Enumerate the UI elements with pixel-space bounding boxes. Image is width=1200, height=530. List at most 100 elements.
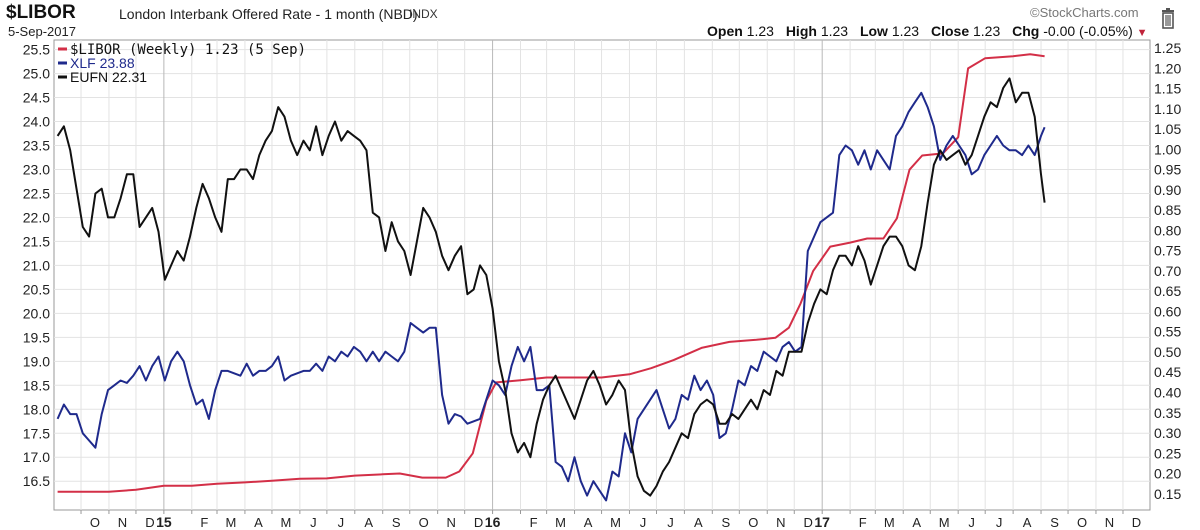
x-tick-label: J <box>996 515 1003 530</box>
left-tick-label: 24.0 <box>23 114 50 130</box>
right-tick-label: 0.35 <box>1154 405 1181 421</box>
x-tick-label: N <box>1105 515 1114 530</box>
libor-series-line <box>57 53 1045 493</box>
x-tick-label: S <box>392 515 401 530</box>
x-tick-label: 17 <box>814 514 830 530</box>
left-tick-label: 24.5 <box>23 90 50 106</box>
x-tick-label: J <box>968 515 975 530</box>
x-tick-label: 16 <box>485 514 501 530</box>
open-value: 1.23 <box>746 23 774 39</box>
right-tick-label: 0.40 <box>1154 385 1181 401</box>
eufn-series-line <box>56 77 1046 497</box>
right-tick-label: 0.25 <box>1154 445 1181 461</box>
x-tick-label: N <box>776 515 785 530</box>
right-tick-label: 0.20 <box>1154 466 1181 482</box>
x-tick-label: M <box>280 515 291 530</box>
chg-label: Chg <box>1012 23 1040 39</box>
brand-watermark: ©StockCharts.com <box>1030 5 1139 20</box>
close-value: 1.23 <box>973 23 1001 39</box>
low-value: 1.23 <box>891 23 920 39</box>
right-tick-label: 1.05 <box>1154 121 1181 137</box>
left-tick-label: 17.0 <box>23 449 50 465</box>
right-tick-label: 0.95 <box>1154 162 1181 178</box>
x-tick-label: J <box>310 515 317 530</box>
right-tick-label: 0.55 <box>1154 324 1181 340</box>
left-tick-label: 20.0 <box>23 305 50 321</box>
x-tick-label: D <box>145 515 154 530</box>
right-tick-label: 1.15 <box>1154 81 1181 97</box>
x-tick-label: O <box>748 515 758 530</box>
legend-swatch <box>58 47 67 51</box>
right-tick-label: 0.15 <box>1154 486 1181 502</box>
left-tick-label: 22.5 <box>23 185 50 201</box>
left-tick-label: 23.5 <box>23 138 50 154</box>
x-tick-label: M <box>939 515 950 530</box>
x-tick-label: O <box>90 515 100 530</box>
x-tick-label: F <box>859 515 867 530</box>
left-tick-label: 19.0 <box>23 353 50 369</box>
exchange-label: INDX <box>409 7 438 21</box>
left-tick-label: 16.5 <box>23 473 50 489</box>
left-tick-label: 17.5 <box>23 425 50 441</box>
high-label: High <box>785 23 817 39</box>
chart-date: 5-Sep-2017 <box>8 24 76 39</box>
left-tick-label: 19.5 <box>23 329 50 345</box>
instrument-name: London Interbank Offered Rate - 1 month … <box>119 6 418 22</box>
left-tick-label: 20.5 <box>23 281 50 297</box>
chart-legend: $LIBOR (Weekly) 1.23 (5 Sep)XLF 23.88EUF… <box>58 42 306 85</box>
left-tick-label: 21.0 <box>23 257 50 273</box>
right-tick-label: 0.75 <box>1154 243 1181 259</box>
x-axis-ticks: O N D 15 F M A M J J A S O N D 16 F M A M J J A S O N D 17 F M A M J J A S O… <box>80 510 1141 530</box>
right-axis-ticks: 0.15 0.20 0.25 0.30 0.35 0.40 0.45 0.50 0.55 0.60… <box>1154 40 1181 502</box>
x-tick-label: S <box>721 515 730 530</box>
legend-entry: $LIBOR (Weekly) 1.23 (5 Sep) <box>70 42 306 58</box>
trash-icon[interactable] <box>1161 7 1175 29</box>
x-tick-label: M <box>226 515 237 530</box>
right-tick-label: 1.20 <box>1154 60 1181 76</box>
x-tick-label: F <box>530 515 538 530</box>
x-tick-label: J <box>667 515 674 530</box>
series-lines <box>56 53 1046 502</box>
x-tick-label: S <box>1050 515 1059 530</box>
left-tick-label: 22.0 <box>23 209 50 225</box>
legend-swatch <box>58 75 67 79</box>
x-tick-label: D <box>1132 515 1141 530</box>
x-tick-label: O <box>1077 515 1087 530</box>
x-tick-label: J <box>338 515 345 530</box>
right-tick-label: 0.50 <box>1154 344 1181 360</box>
right-tick-label: 0.85 <box>1154 202 1181 218</box>
right-tick-label: 0.65 <box>1154 283 1181 299</box>
left-tick-label: 18.5 <box>23 377 50 393</box>
x-tick-label: M <box>884 515 895 530</box>
x-tick-label: D <box>474 515 483 530</box>
x-tick-label: A <box>584 515 593 530</box>
left-tick-label: 25.0 <box>23 66 50 82</box>
left-axis-ticks: 16.5 17.0 17.5 18.0 18.5 19.0 19.5 20.0 20.5 21.0… <box>23 42 50 490</box>
open-label: Open <box>707 23 743 39</box>
x-tick-label: A <box>694 515 703 530</box>
right-tick-label: 0.45 <box>1154 364 1181 380</box>
x-tick-label: M <box>610 515 621 530</box>
x-tick-label: D <box>804 515 813 530</box>
right-tick-label: 0.70 <box>1154 263 1181 279</box>
right-tick-label: 0.90 <box>1154 182 1181 198</box>
x-tick-label: O <box>419 515 429 530</box>
x-tick-label: 15 <box>156 514 172 530</box>
low-label: Low <box>859 23 888 39</box>
right-tick-label: 1.25 <box>1154 40 1181 56</box>
high-value: 1.23 <box>820 23 849 39</box>
right-tick-label: 1.10 <box>1154 101 1181 117</box>
x-tick-label: A <box>1023 515 1032 530</box>
x-tick-label: F <box>200 515 208 530</box>
xlf-series-line <box>56 91 1046 502</box>
legend-entry: XLF 23.88 <box>70 55 135 71</box>
x-tick-label: J <box>640 515 647 530</box>
left-tick-label: 18.0 <box>23 401 50 417</box>
x-tick-label: M <box>555 515 566 530</box>
left-tick-label: 23.0 <box>23 161 50 177</box>
x-tick-label: A <box>254 515 263 530</box>
right-tick-label: 0.30 <box>1154 425 1181 441</box>
legend-swatch <box>58 61 67 65</box>
legend-entry: EUFN 22.31 <box>70 69 147 85</box>
